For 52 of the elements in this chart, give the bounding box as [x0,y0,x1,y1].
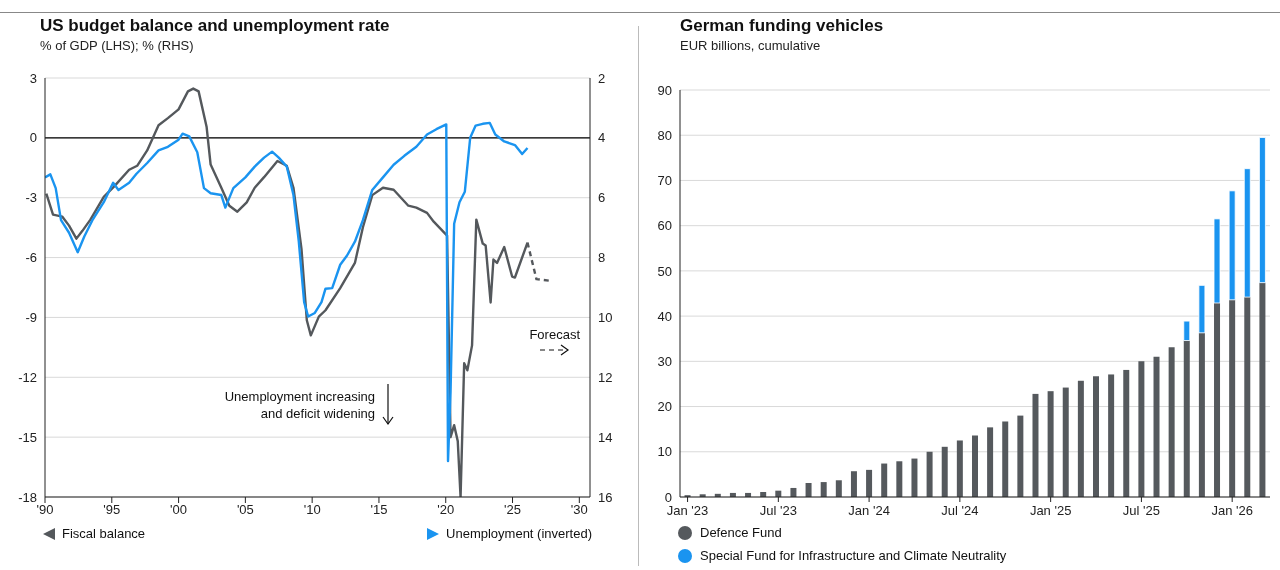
x-tick-label: Jul '23 [759,503,797,518]
x-tick-label: '00 [170,502,188,518]
y2-tick-label: 4 [598,130,606,146]
legend-label: Unemployment (inverted) [446,526,592,541]
chart-title: German funding vehicles [680,16,884,36]
y-tick-label: 80 [657,127,672,143]
y-tick-label: 40 [657,308,672,324]
y2-tick-label: 16 [598,489,613,505]
y-tick-label: 30 [657,353,672,369]
annotation: Forecast [529,326,580,343]
x-tick-label: '90 [36,502,54,518]
legend-label: Special Fund for Infrastructure and Climate Neutrality [700,548,1007,563]
x-tick-label: Jul '24 [941,503,979,518]
y-tick-label: 0 [29,130,37,146]
y-tick-label: 50 [657,263,672,279]
y2-tick-label: 10 [598,310,613,326]
x-tick-label: '95 [103,502,121,518]
y-tick-label: 3 [29,70,37,86]
x-tick-label: '15 [370,502,388,518]
y2-tick-label: 12 [598,369,613,385]
y-tick-label: 60 [657,218,672,234]
x-tick-label: Jan '24 [848,503,890,518]
y-tick-label: -6 [25,250,37,266]
chart-title: US budget balance and unemployment rate [40,16,390,36]
x-tick-label: '20 [437,502,455,518]
legend-label: Fiscal balance [62,526,146,541]
x-tick-label: Jan '25 [1029,503,1072,518]
x-tick-label: '10 [303,502,321,518]
y2-tick-label: 14 [598,429,613,445]
y2-tick-label: 6 [598,190,606,206]
x-tick-label: '25 [504,502,521,518]
x-tick-label: Jan '23 [666,503,709,518]
y2-tick-label: 2 [598,70,606,86]
y-tick-label: 20 [657,399,672,415]
y-tick-label: 10 [657,444,672,460]
y-tick-label: 70 [657,173,672,189]
x-tick-label: Jan '26 [1211,503,1253,518]
x-tick-label: '30 [570,502,588,518]
y-tick-label: -3 [25,190,37,206]
y-tick-label: -15 [18,429,37,445]
y-tick-label: 90 [657,82,672,98]
y-tick-label: -12 [18,369,37,385]
y2-tick-label: 8 [598,250,606,266]
chart-subtitle: EUR billions, cumulative [680,38,822,53]
x-tick-label: '05 [236,502,254,518]
legend-label: Defence Fund [700,525,782,540]
y-tick-label: -9 [25,310,37,326]
y-tick-label: 0 [664,489,672,505]
chart-subtitle: % of GDP (LHS); % (RHS) [40,38,195,53]
y-tick-label: -18 [18,489,37,505]
x-tick-label: Jul '25 [1122,503,1160,518]
annotation: Unemployment increasing and deficit widening [224,388,375,422]
